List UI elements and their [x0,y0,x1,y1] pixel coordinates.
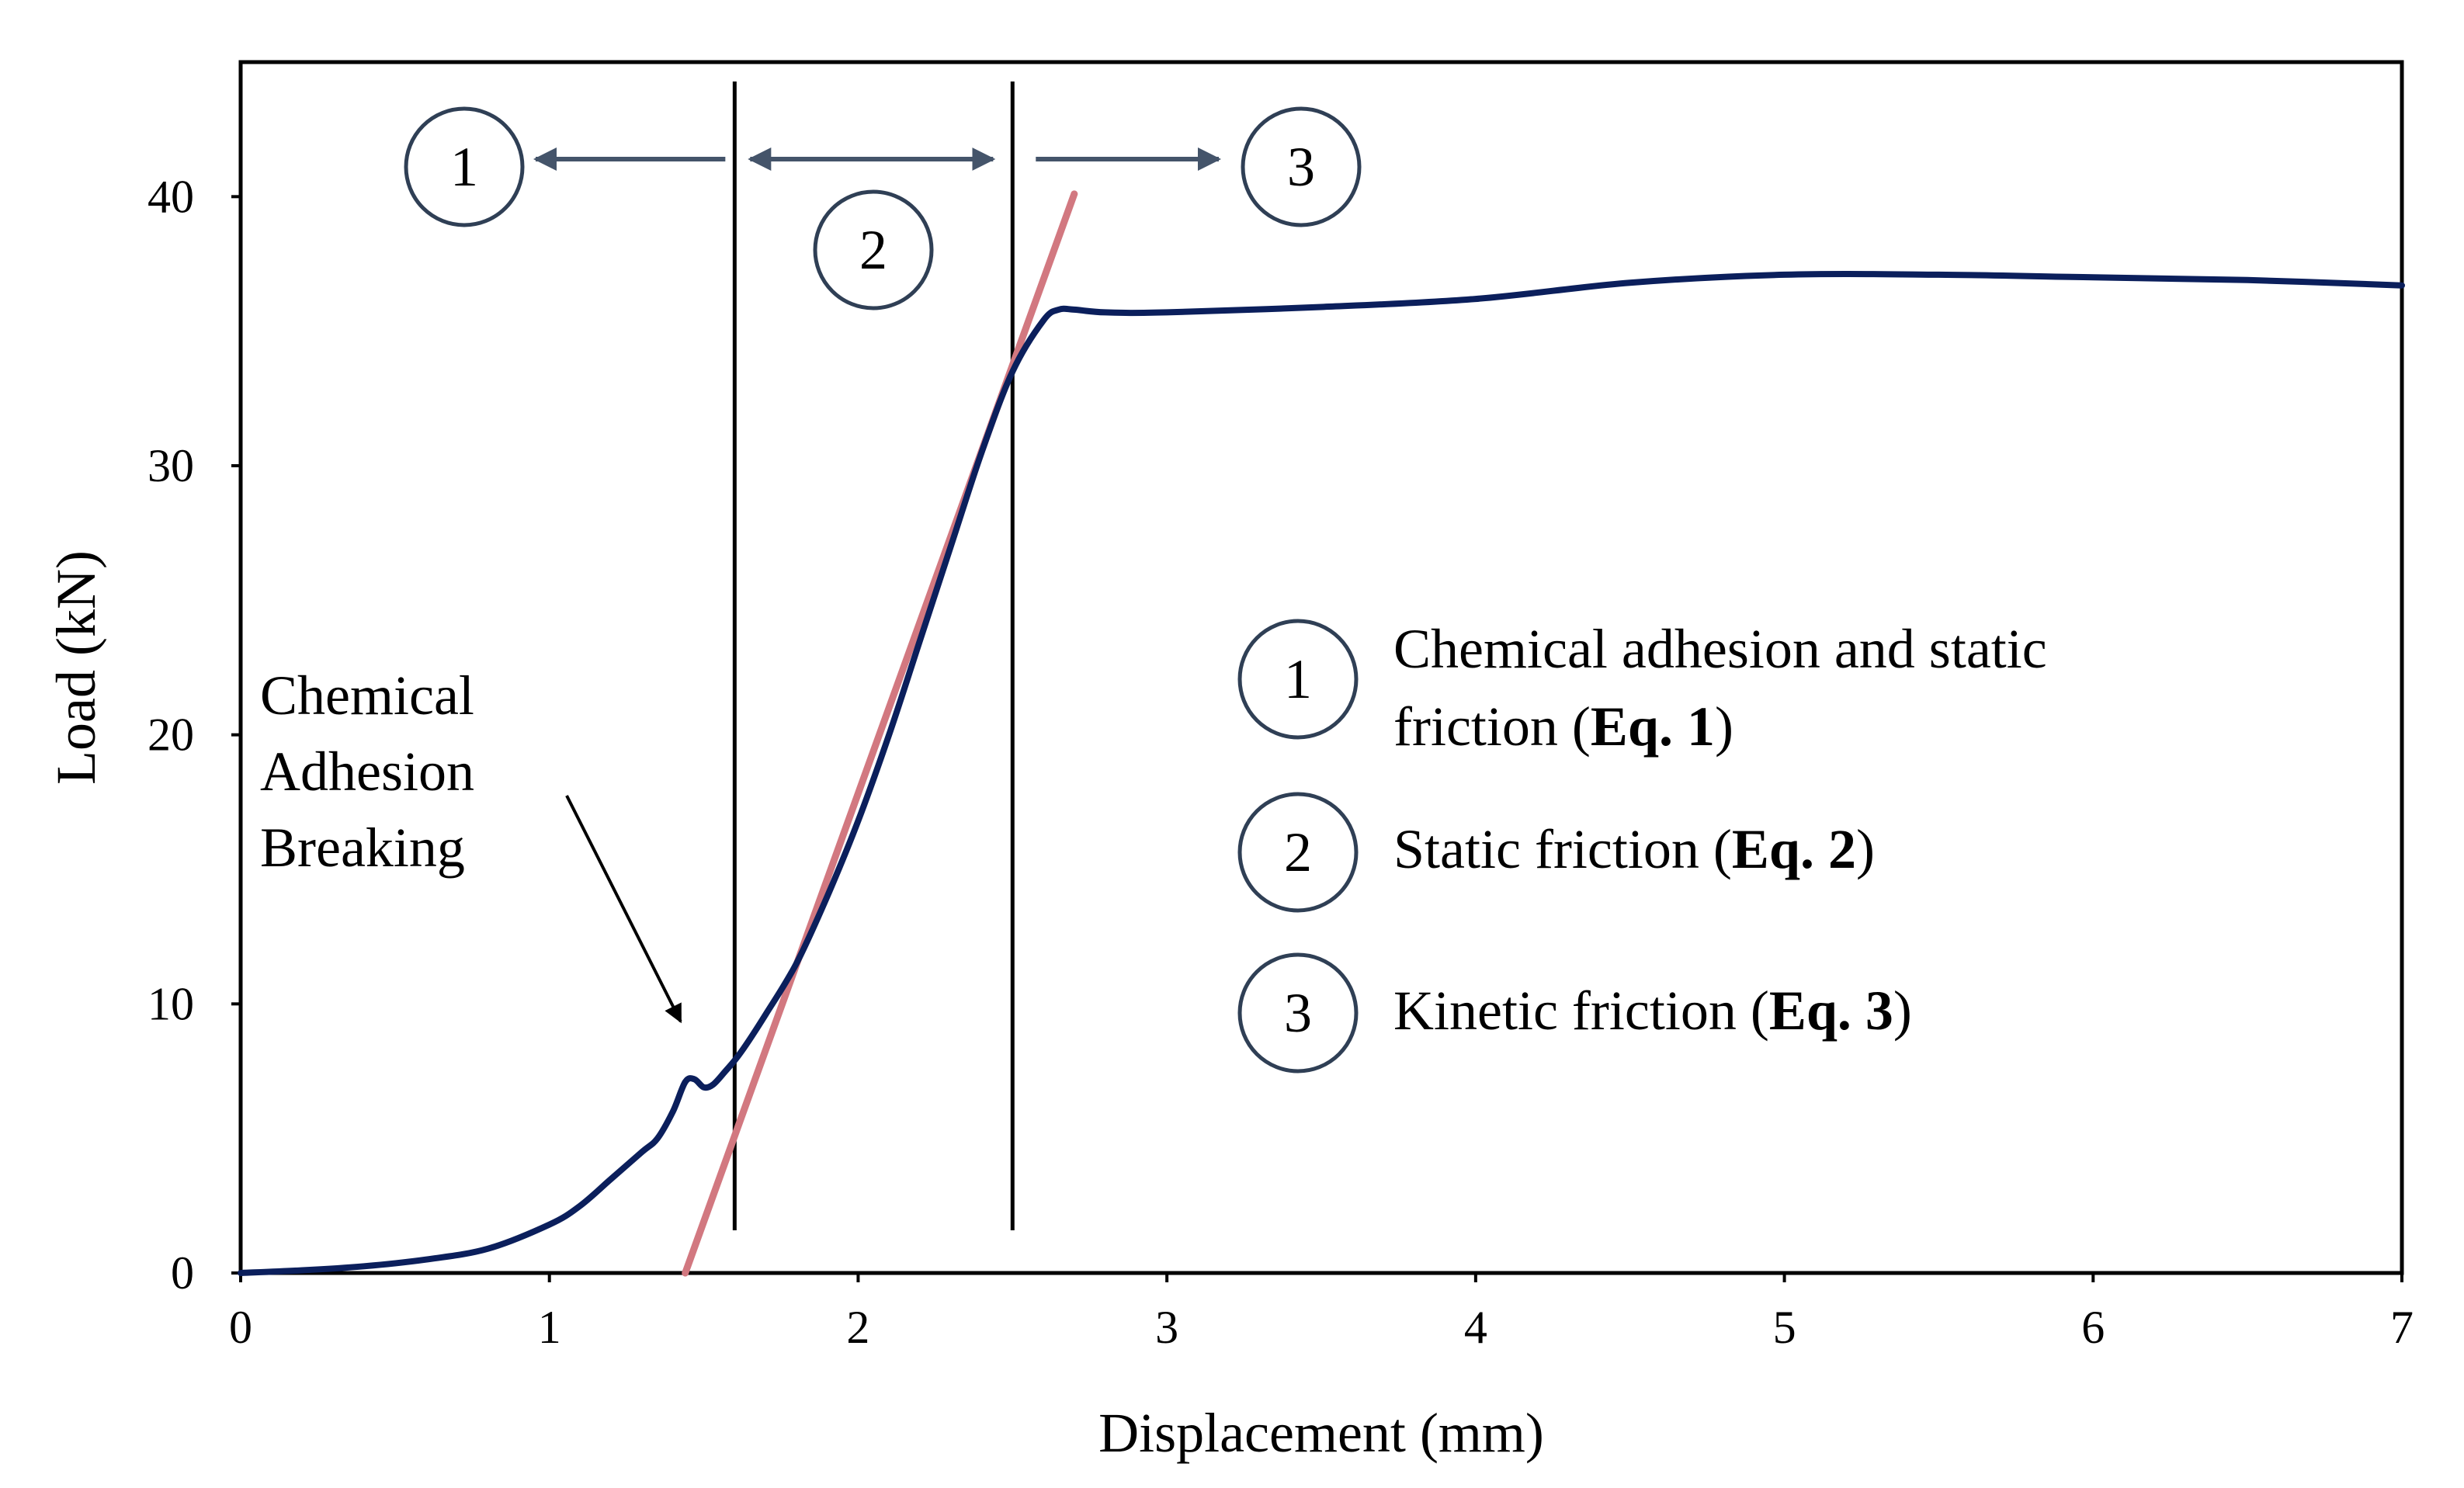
plot-layer: 0 1 2 3 4 5 6 7 0 10 20 30 40 [147,60,2414,1353]
annotation-line: Breaking [260,817,465,879]
x-tick-label: 6 [2081,1302,2105,1353]
legend-text-2: Static friction (Eq. 2) [1393,818,1875,880]
y-tick-label: 10 [147,978,194,1029]
y-axis-title: Load (kN) [45,550,107,785]
annotation-line: Chemical [260,664,474,727]
legend: 1 Chemical adhesion and static friction … [1237,618,2047,1074]
y-tick-label: 0 [171,1247,194,1299]
x-tick-label: 5 [1773,1302,1796,1353]
region-labels: 1 2 3 [404,106,1362,310]
x-tick-label: 4 [1464,1302,1487,1353]
legend-number-2: 2 [1284,821,1312,883]
region-number-3: 3 [1287,136,1315,198]
x-axis-title: Displacement (mm) [1098,1402,1544,1464]
load-displacement-curve [238,270,2405,1276]
annotation-arrow [565,795,682,1024]
y-tick-label: 40 [147,171,194,222]
annotation-line: Adhesion [260,741,474,803]
x-tick-label: 3 [1155,1302,1178,1353]
region-circle-3 [1241,106,1362,227]
legend-text-1: Chemical adhesion and static [1393,618,2047,680]
y-tick-label: 30 [147,440,194,491]
legend-circle-2 [1237,792,1359,913]
y-tick-label: 20 [147,709,194,761]
legend-text-1-cont: friction (Eq. 1) [1393,695,1733,758]
x-tick-label: 0 [229,1302,252,1353]
legend-circle-3 [1237,952,1359,1074]
linear-fit-line [682,190,1078,1277]
region-number-1: 1 [450,136,478,198]
legend-circle-1 [1237,619,1359,740]
region-number-2: 2 [859,219,887,281]
x-tick-label: 1 [538,1302,561,1353]
legend-number-1: 1 [1284,648,1312,710]
x-tick-label: 2 [846,1302,869,1353]
plot-frame [238,60,2404,1275]
legend-number-3: 3 [1284,982,1312,1044]
region-circle-1 [404,106,525,227]
legend-text-3: Kinetic friction (Eq. 3) [1393,980,1912,1042]
annotation-text: Chemical Adhesion Breaking [260,664,488,879]
x-tick-label: 7 [2390,1302,2414,1353]
region-circle-2 [813,189,934,310]
